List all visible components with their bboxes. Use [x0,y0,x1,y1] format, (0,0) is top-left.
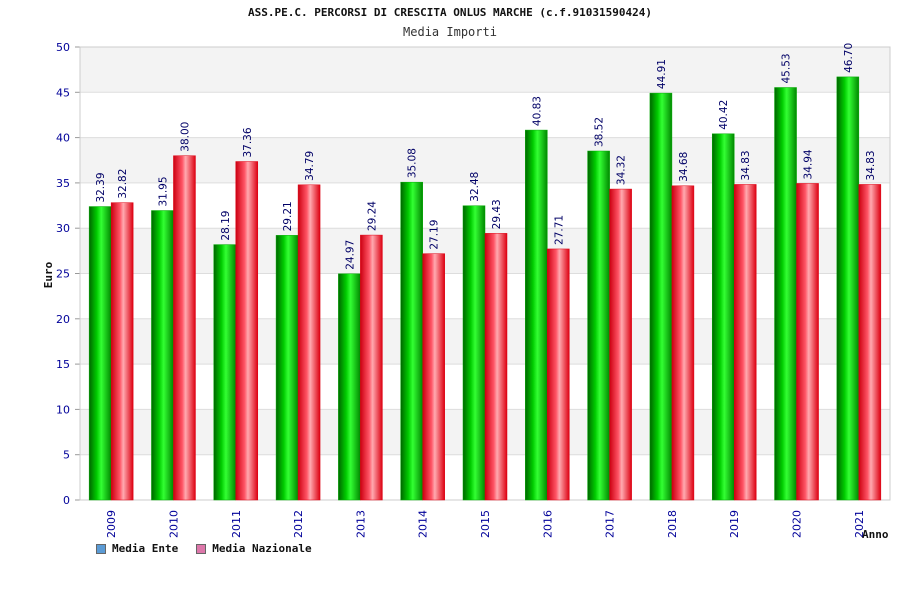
plot-band [80,47,890,93]
y-tick-label: 0 [63,494,70,507]
y-tick-label: 5 [63,449,70,462]
legend-label-media-ente: Media Ente [112,542,179,555]
data-label: 38.00 [179,122,191,152]
bar-media-ente-2009 [88,206,112,501]
x-tick-label: 2017 [604,510,617,538]
data-label: 34.94 [803,149,815,179]
data-label: 34.83 [740,150,752,180]
x-tick-label: 2013 [354,510,367,538]
x-tick-label: 2019 [728,510,741,538]
bar-media-nazionale-2009 [110,202,134,501]
x-tick-label: 2018 [666,510,679,538]
x-tick-label: 2020 [791,510,804,538]
bar-media-ente-2013 [338,273,361,501]
data-label: 34.68 [678,152,690,182]
bar-media-ente-2015 [462,205,486,501]
data-label: 40.42 [718,100,730,130]
data-label: 35.08 [407,148,419,178]
bar-media-nazionale-2011 [235,161,259,501]
y-tick-label: 10 [56,403,70,416]
x-tick-label: 2012 [292,510,305,538]
bar-media-ente-2018 [649,92,673,501]
bar-media-ente-2012 [275,235,299,501]
x-axis-label: Anno [862,528,889,541]
data-label: 29.24 [366,201,378,231]
y-tick-label: 40 [56,132,70,145]
bar-media-nazionale-2018 [671,185,695,501]
bar-media-nazionale-2013 [360,234,383,501]
x-tick-label: 2010 [167,510,180,538]
y-tick-label: 50 [56,41,70,54]
bar-media-nazionale-2017 [609,188,632,501]
data-label: 37.36 [242,127,254,157]
bar-media-nazionale-2020 [796,183,819,501]
legend-swatch-media-nazionale [196,543,207,554]
data-label: 45.53 [781,53,793,83]
data-label: 40.83 [531,96,543,126]
y-tick-label: 20 [56,313,70,326]
data-label: 38.52 [594,117,606,147]
bar-media-ente-2021 [836,76,860,501]
data-label: 32.39 [95,172,107,202]
x-tick-label: 2009 [105,510,118,538]
plot-band [80,92,890,138]
bar-media-nazionale-2010 [173,155,196,501]
data-label: 32.48 [469,172,481,202]
plot-band [80,137,890,183]
bar-media-ente-2011 [213,244,237,501]
data-label: 44.91 [656,59,668,89]
bar-media-nazionale-2019 [733,184,757,501]
data-label: 34.79 [304,151,316,181]
y-tick-label: 45 [56,86,70,99]
data-label: 34.32 [616,155,628,185]
data-label: 29.43 [491,199,503,229]
bar-media-ente-2016 [525,129,548,501]
data-label: 27.71 [553,215,565,245]
bar-media-nazionale-2016 [547,248,570,501]
bar-media-ente-2019 [711,133,735,501]
chart-subtitle: Media Importi [403,25,497,39]
legend: Media Ente Media Nazionale [96,542,312,555]
bar-media-ente-2010 [151,210,174,501]
data-label: 29.21 [282,201,294,231]
bar-media-nazionale-2021 [858,184,882,501]
data-label: 28.19 [220,211,232,241]
bar-media-ente-2014 [400,181,423,501]
data-label: 46.70 [843,43,855,73]
x-tick-label: 2021 [853,510,866,538]
legend-item-media-ente: Media Ente [96,542,178,555]
legend-item-media-nazionale: Media Nazionale [196,542,312,555]
bar-media-ente-2017 [587,150,610,501]
data-label: 27.19 [429,220,441,250]
data-label: 31.95 [157,176,169,206]
x-tick-label: 2015 [479,510,492,538]
y-tick-label: 25 [56,268,70,281]
y-axis-label: Euro [42,261,55,288]
legend-label-media-nazionale: Media Nazionale [212,542,312,555]
bar-media-ente-2020 [774,87,797,501]
y-tick-label: 35 [56,177,70,190]
bar-media-nazionale-2014 [422,253,445,501]
y-tick-label: 15 [56,358,70,371]
x-tick-label: 2016 [541,510,554,538]
chart-title: ASS.PE.C. PERCORSI DI CRESCITA ONLUS MAR… [248,6,652,19]
x-tick-label: 2014 [417,510,430,538]
bar-media-nazionale-2015 [484,233,508,501]
legend-swatch-media-ente [96,543,106,554]
x-tick-label: 2011 [230,510,243,538]
data-label: 32.82 [117,169,129,199]
y-tick-label: 30 [56,222,70,235]
bar-media-nazionale-2012 [297,184,321,501]
data-label: 34.83 [865,150,877,180]
data-label: 24.97 [344,240,356,270]
